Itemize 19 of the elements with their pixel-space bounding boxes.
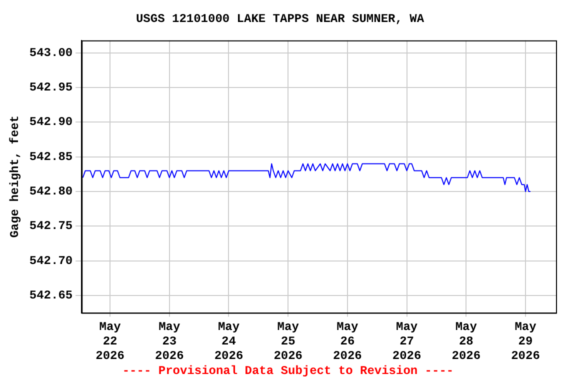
y-tick-label: 542.90 bbox=[29, 115, 73, 130]
y-axis-title: Gage height, feet bbox=[8, 115, 22, 238]
x-tick-label: May 22 2026 bbox=[96, 320, 124, 363]
text: ---- Provisional Data Subject to Revision ---- bbox=[121, 364, 455, 378]
y-tick-label: 542.95 bbox=[29, 80, 73, 95]
x-tick-label: May 24 2026 bbox=[214, 320, 244, 363]
x-tick-label: May 23 2026 bbox=[154, 320, 184, 363]
y-tick-label: 542.75 bbox=[29, 219, 73, 234]
x-tick-label: May 25 2026 bbox=[274, 320, 303, 363]
x-tick-label: May 26 2026 bbox=[333, 320, 362, 363]
y-tick-label: 542.80 bbox=[29, 184, 73, 199]
y-tick-label: 543.00 bbox=[29, 46, 73, 60]
y-tick-label: 542.70 bbox=[29, 254, 73, 268]
chart-title: USGS 12101000 LAKE TAPPS NEAR SUMNER, WA bbox=[136, 12, 425, 26]
x-tick-label: May 28 2026 bbox=[452, 320, 481, 363]
y-tick-label: 542.65 bbox=[29, 288, 73, 302]
x-tick-label: May 27 2026 bbox=[392, 320, 422, 363]
y-tick-label: 542.85 bbox=[29, 150, 73, 164]
x-tick-label: May 29 2026 bbox=[511, 320, 540, 363]
